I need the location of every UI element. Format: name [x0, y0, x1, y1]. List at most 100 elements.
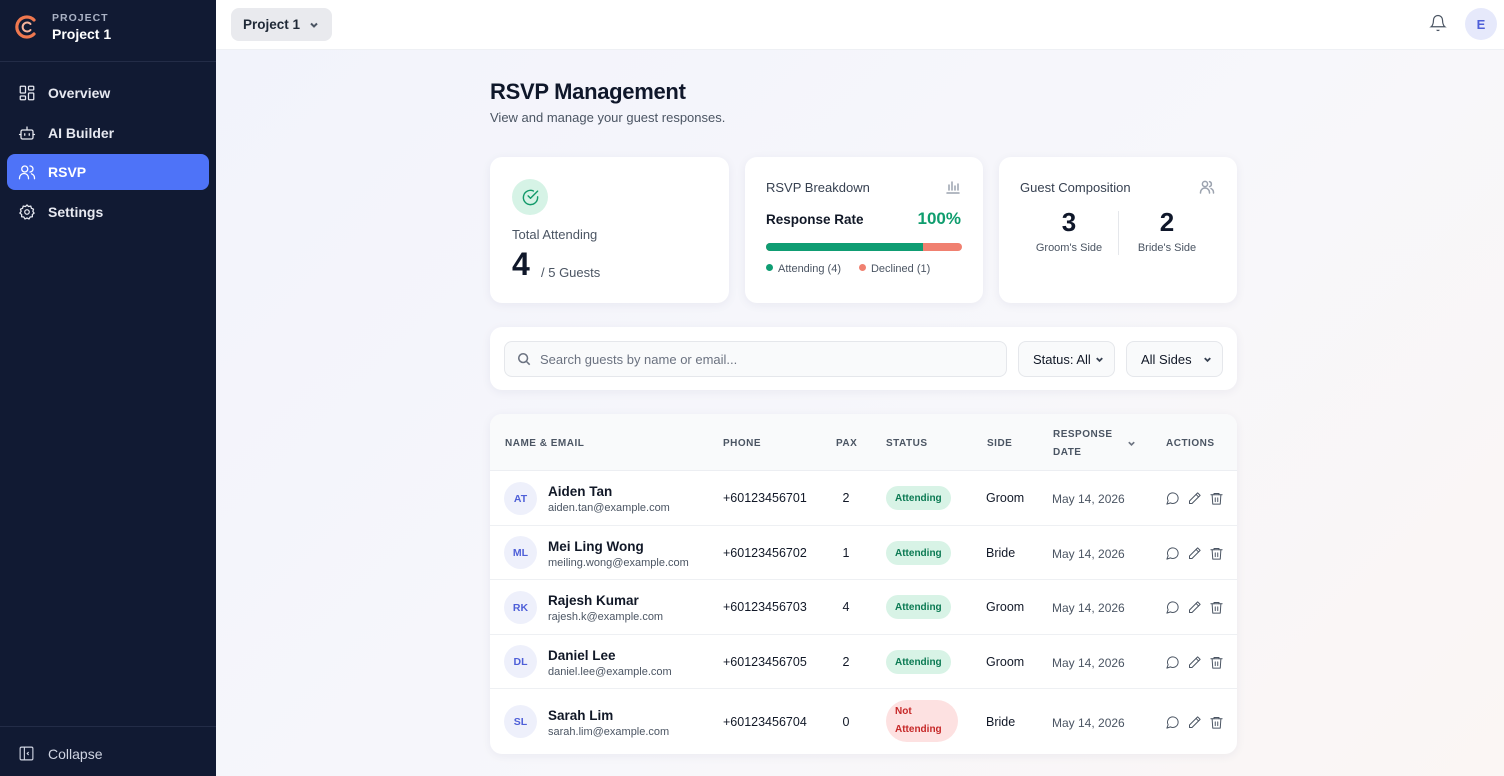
notifications-button[interactable]: [1429, 14, 1447, 32]
response-progress-bar: [766, 243, 962, 251]
response-date: May 14, 2026: [1052, 601, 1125, 615]
groom-side-stat: 3 Groom's Side: [1024, 207, 1114, 254]
trash-icon[interactable]: [1209, 546, 1224, 561]
sidebar-item-label: Overview: [48, 85, 111, 101]
column-header-name: NAME & EMAIL: [505, 438, 585, 449]
column-header-actions: ACTIONS: [1166, 438, 1215, 449]
top-bar: Project 1 E: [216, 0, 1504, 50]
guest-side: Groom: [986, 600, 1025, 614]
edit-pencil-icon[interactable]: [1187, 491, 1202, 506]
project-select-label: Project 1: [243, 17, 301, 32]
check-circle-icon: [512, 179, 548, 215]
table-row: SL Sarah Lim sarah.lim@example.com +6012…: [490, 689, 1237, 754]
response-rate-value: 100%: [917, 209, 961, 228]
status-badge-line1: Not: [895, 706, 912, 717]
side-filter-value: All Sides: [1141, 351, 1192, 367]
status-filter-value: Status: All: [1033, 351, 1091, 367]
total-attending-value: 4: [512, 246, 530, 282]
trash-icon[interactable]: [1209, 655, 1224, 670]
guest-pax: 4: [842, 600, 850, 614]
guest-email: aiden.tan@example.com: [548, 502, 670, 514]
sort-chevron-icon[interactable]: [1127, 439, 1136, 448]
column-header-date-line2[interactable]: DATE: [1053, 447, 1082, 458]
column-header-pax: PAX: [836, 438, 858, 449]
sidebar-item-rsvp[interactable]: RSVP: [7, 154, 209, 190]
sidebar-item-label: Settings: [48, 203, 104, 220]
guest-side: Bride: [986, 546, 1016, 560]
legend-declined: Declined (1): [858, 263, 930, 275]
guest-composition-card: Guest Composition 3 Groom's Side 2 Bride…: [999, 157, 1237, 303]
guest-pax: 1: [842, 546, 850, 560]
trash-icon[interactable]: [1209, 600, 1224, 615]
guest-name: Sarah Lim: [548, 708, 614, 723]
page-subtitle: View and manage your guest responses.: [490, 110, 726, 125]
message-icon[interactable]: [1165, 715, 1180, 730]
guest-phone: +60123456705: [723, 655, 807, 669]
bell-icon: [1429, 14, 1447, 32]
search-icon: [517, 352, 531, 366]
chevron-down-icon: [310, 22, 318, 28]
guest-name: Daniel Lee: [548, 648, 616, 663]
guest-avatar: DL: [504, 645, 537, 678]
row-actions: [1165, 715, 1224, 730]
collapse-button[interactable]: Collapse: [18, 745, 102, 762]
guest-name: Aiden Tan: [548, 484, 613, 499]
users-icon: [18, 165, 36, 180]
guest-phone: +60123456703: [723, 600, 807, 614]
guest-avatar: AT: [504, 482, 537, 515]
project-switcher[interactable]: PROJECT Project 1: [14, 12, 111, 42]
total-attending-card: Total Attending 4 / 5 Guests: [490, 157, 729, 303]
message-icon[interactable]: [1165, 600, 1180, 615]
row-actions: [1165, 600, 1224, 615]
breakdown-title: RSVP Breakdown: [766, 180, 870, 195]
guest-email: meiling.wong@example.com: [548, 557, 689, 569]
message-icon[interactable]: [1165, 655, 1180, 670]
response-date: May 14, 2026: [1052, 492, 1125, 506]
message-icon[interactable]: [1165, 491, 1180, 506]
sidebar: PROJECT Project 1 Overview AI Builder RS…: [0, 0, 216, 776]
guest-email: sarah.lim@example.com: [548, 726, 670, 738]
guest-side: Bride: [986, 715, 1016, 729]
sidebar-item-settings[interactable]: Settings: [7, 194, 209, 230]
project-select[interactable]: Project 1: [231, 8, 333, 41]
edit-pencil-icon[interactable]: [1187, 600, 1202, 615]
attending-fill: [766, 243, 923, 251]
groom-count: 3: [1061, 207, 1077, 237]
collapse-label: Collapse: [48, 745, 103, 762]
project-label: PROJECT: [52, 12, 109, 24]
row-actions: [1165, 546, 1224, 561]
edit-pencil-icon[interactable]: [1187, 655, 1202, 670]
column-header-date-line1[interactable]: RESPONSE: [1053, 429, 1113, 440]
breakdown-legend: Attending (4) Declined (1): [766, 263, 930, 275]
divider: [0, 61, 216, 62]
status-filter-select[interactable]: Status: All: [1018, 341, 1115, 377]
trash-icon[interactable]: [1209, 491, 1224, 506]
message-icon[interactable]: [1165, 546, 1180, 561]
app-logo-icon: [15, 15, 36, 39]
trash-icon[interactable]: [1209, 715, 1224, 730]
filter-bar: Status: All All Sides: [490, 327, 1237, 390]
sidebar-nav: Overview AI Builder RSVP Settings: [7, 75, 209, 233]
edit-pencil-icon[interactable]: [1187, 546, 1202, 561]
guest-phone: +60123456701: [723, 491, 807, 505]
column-header-phone: PHONE: [723, 438, 762, 449]
table-row: RK Rajesh Kumar rajesh.k@example.com +60…: [490, 580, 1237, 635]
bar-chart-icon: [945, 179, 961, 200]
bride-side-stat: 2 Bride's Side: [1122, 207, 1212, 254]
guest-side: Groom: [986, 491, 1025, 505]
side-filter-select[interactable]: All Sides: [1126, 341, 1223, 377]
divider: [1118, 211, 1119, 255]
user-avatar[interactable]: E: [1465, 8, 1497, 40]
guest-avatar: ML: [504, 536, 537, 569]
table-row: ML Mei Ling Wong meiling.wong@example.co…: [490, 526, 1237, 580]
users-icon: [1199, 179, 1215, 200]
page-title: RSVP Management: [490, 79, 686, 104]
sidebar-item-overview[interactable]: Overview: [7, 75, 209, 111]
edit-pencil-icon[interactable]: [1187, 715, 1202, 730]
response-rate-label: Response Rate: [766, 212, 864, 227]
sidebar-item-ai-builder[interactable]: AI Builder: [7, 115, 209, 151]
guest-phone: +60123456704: [723, 715, 807, 729]
search-input[interactable]: [540, 351, 980, 367]
sidebar-item-label: AI Builder: [48, 124, 115, 141]
groom-label: Groom's Side: [1035, 242, 1103, 254]
